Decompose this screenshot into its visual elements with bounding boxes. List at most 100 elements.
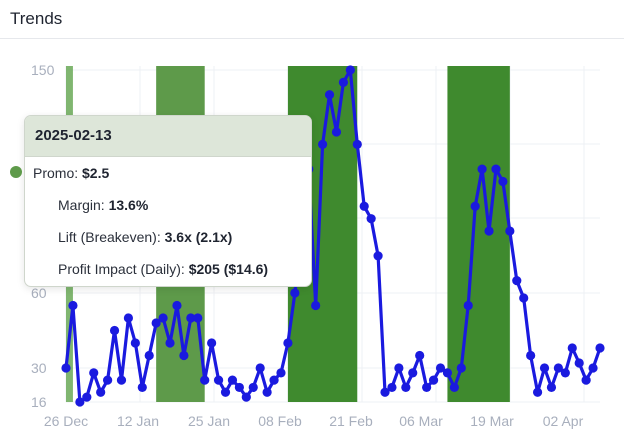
data-point xyxy=(456,363,466,373)
data-point xyxy=(373,251,383,261)
data-point xyxy=(116,375,127,385)
data-point xyxy=(498,176,508,187)
data-point xyxy=(269,375,279,385)
data-point xyxy=(408,368,418,378)
data-point xyxy=(387,382,397,393)
panel-title: Trends xyxy=(10,9,63,28)
tooltip-date: 2025-02-13 xyxy=(35,127,112,144)
data-point xyxy=(546,382,557,393)
x-tick-label: 19 Mar xyxy=(470,413,514,429)
data-point xyxy=(68,300,78,311)
data-point xyxy=(512,276,522,286)
data-point xyxy=(186,313,196,323)
data-point xyxy=(463,300,473,311)
x-tick-label: 26 Dec xyxy=(44,413,88,429)
data-point xyxy=(89,368,99,378)
data-point xyxy=(560,368,570,378)
data-point xyxy=(234,382,244,393)
x-tick-label: 21 Feb xyxy=(329,413,373,429)
data-point xyxy=(165,338,175,348)
data-point xyxy=(422,382,432,393)
panel-header: Trends xyxy=(0,0,624,39)
data-point xyxy=(539,363,550,373)
data-point xyxy=(567,343,577,353)
tooltip-row-lift: Lift (Breakeven): 3.6x (2.1x) xyxy=(58,229,233,245)
data-point xyxy=(352,139,362,149)
data-point xyxy=(61,363,71,373)
data-point xyxy=(477,164,487,174)
x-tick-label: 12 Jan xyxy=(117,413,159,429)
data-point xyxy=(526,350,536,361)
data-point xyxy=(193,313,203,323)
data-point xyxy=(200,375,210,385)
tooltip-row-margin: Margin: 13.6% xyxy=(58,197,149,213)
data-point xyxy=(255,363,265,373)
data-point xyxy=(588,363,598,373)
tooltip-row-profit-impact: Profit Impact (Daily): $205 ($14.6) xyxy=(58,261,269,277)
data-point xyxy=(491,164,501,174)
data-point xyxy=(290,288,300,298)
y-tick-label: 30 xyxy=(31,360,47,376)
data-point xyxy=(109,325,120,336)
data-point xyxy=(581,375,591,385)
tooltip-header: 2025-02-13 xyxy=(25,116,311,157)
data-point xyxy=(276,368,286,378)
data-point xyxy=(366,214,376,224)
data-point xyxy=(532,387,543,397)
data-point xyxy=(262,387,272,397)
data-point xyxy=(213,375,224,385)
data-point xyxy=(595,343,605,353)
data-point xyxy=(96,387,106,397)
data-point xyxy=(123,313,134,323)
x-tick-label: 02 Apr xyxy=(543,413,584,429)
data-point xyxy=(220,387,231,397)
x-tick-label: 06 Mar xyxy=(399,413,443,429)
data-point xyxy=(82,392,92,402)
data-point xyxy=(151,318,161,328)
data-point xyxy=(338,77,349,87)
x-tick-label: 08 Feb xyxy=(258,413,302,429)
data-point xyxy=(574,358,584,368)
data-point xyxy=(317,139,328,149)
data-point xyxy=(130,338,140,348)
data-point xyxy=(394,363,404,373)
data-point xyxy=(172,300,182,311)
data-point xyxy=(227,375,238,385)
data-point xyxy=(415,350,425,361)
data-point xyxy=(248,382,258,393)
tooltip-row-promo: Promo: $2.5 xyxy=(33,165,110,181)
data-point xyxy=(380,387,390,397)
data-point xyxy=(449,382,459,393)
data-point xyxy=(470,201,480,211)
data-point xyxy=(158,313,168,323)
series-line xyxy=(64,68,602,404)
data-point xyxy=(103,375,113,385)
promo-legend-dot-icon xyxy=(10,166,22,178)
x-tick-label: 25 Jan xyxy=(188,413,230,429)
y-tick-label: 60 xyxy=(31,285,47,301)
data-point xyxy=(283,338,293,348)
data-point xyxy=(505,226,515,236)
promo-band-3 xyxy=(447,66,510,402)
data-point xyxy=(324,90,335,100)
data-point xyxy=(311,300,321,311)
data-point xyxy=(179,350,189,361)
data-point xyxy=(331,127,342,137)
data-point xyxy=(484,226,494,236)
data-point xyxy=(401,382,411,393)
data-point xyxy=(428,375,439,385)
data-point xyxy=(435,363,446,373)
chart-tooltip: 2025-02-13 xyxy=(24,115,312,287)
y-tick-label: 150 xyxy=(31,62,55,78)
data-point xyxy=(553,363,563,373)
y-tick-label: 16 xyxy=(31,394,47,410)
data-point xyxy=(144,350,154,361)
data-point xyxy=(359,201,369,211)
data-point xyxy=(207,338,217,348)
data-point xyxy=(137,382,147,393)
data-point xyxy=(241,392,251,402)
data-point xyxy=(75,397,85,407)
data-point xyxy=(442,368,453,378)
data-point xyxy=(519,293,529,303)
